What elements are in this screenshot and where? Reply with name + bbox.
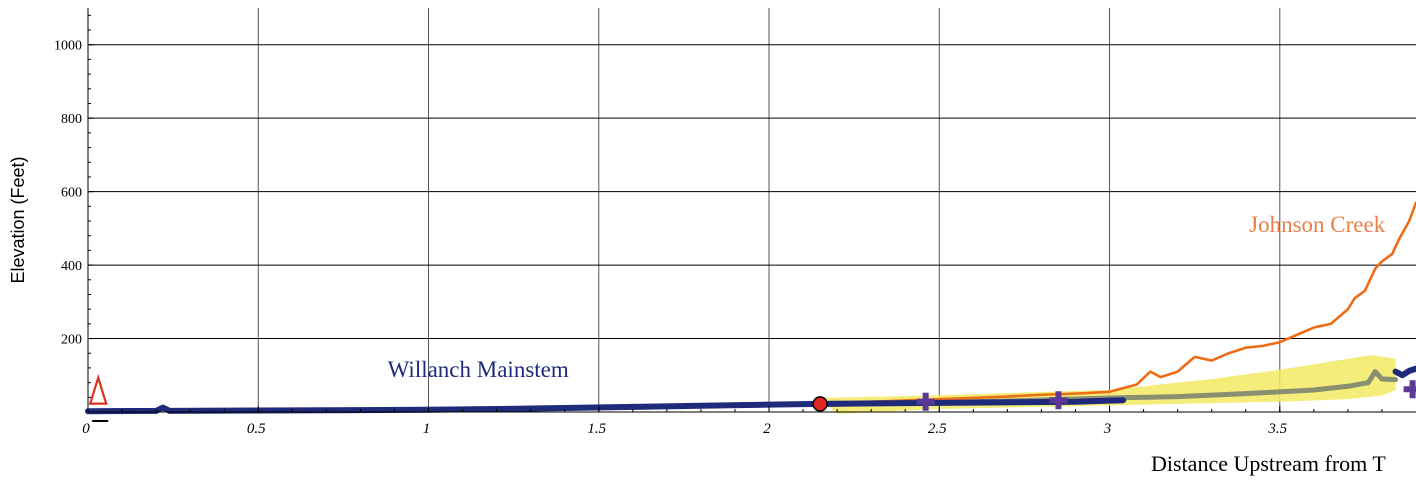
- grid-lines: [88, 8, 1416, 412]
- plus-marker-1: [916, 392, 935, 411]
- series-lines: [85, 201, 1416, 415]
- x-tick-label: 1.5: [587, 421, 606, 437]
- x-tick-label: 3: [1103, 421, 1112, 437]
- y-tick-label: 600: [61, 186, 82, 201]
- willanch-mainstem-line: [85, 397, 1127, 415]
- plus-marker-3: [1403, 380, 1416, 399]
- y-axis-title: Elevation (Feet): [8, 156, 28, 283]
- willanch-mainstem-label: Willanch Mainstem: [388, 357, 569, 382]
- x-tick-label: 3.5: [1267, 421, 1287, 437]
- johnson-creek-line: [818, 201, 1416, 406]
- y-tick-label: 400: [61, 259, 82, 274]
- y-tick-label: 800: [61, 112, 82, 127]
- series-line-1: [1392, 365, 1416, 379]
- plus-marker-2: [1049, 391, 1068, 410]
- x-tick-label: 2.5: [928, 421, 947, 437]
- start-triangle-marker: [88, 373, 108, 405]
- y-tick-label: 1000: [54, 39, 82, 54]
- confluence-circle-marker: [812, 396, 828, 412]
- labels: Elevation (Feet) Distance Upstream from …: [8, 156, 1386, 476]
- y-tick-label: 200: [61, 333, 82, 348]
- x-tick-label: 0.5: [247, 421, 266, 437]
- axes: 200 400 600 800 1000 0 0.5 1 1.5 2 2.5 3 3.5: [54, 8, 1416, 437]
- markers: [88, 373, 1416, 422]
- johnson-creek-label: Johnson Creek: [1249, 212, 1386, 237]
- x-tick-label: 0: [82, 421, 90, 437]
- x-tick-label: 1: [423, 421, 431, 437]
- x-tick-label: 2: [763, 421, 771, 437]
- x-axis-title: Distance Upstream from T: [1151, 451, 1386, 476]
